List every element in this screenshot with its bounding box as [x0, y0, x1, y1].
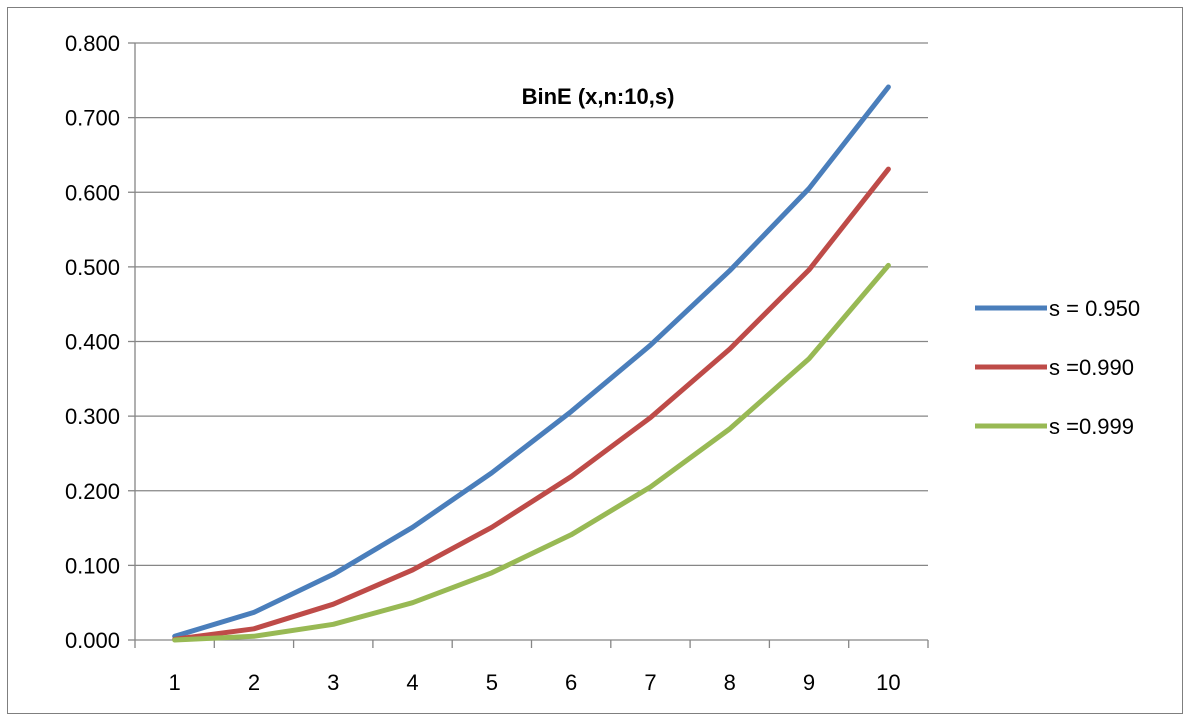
series-line-3	[172, 262, 891, 643]
y-tick-label: 0.000	[65, 628, 120, 653]
series-line-2	[172, 166, 891, 642]
gridlines	[135, 42, 928, 567]
x-tick-label: 2	[248, 670, 260, 695]
y-tick-label: 0.400	[65, 330, 120, 355]
x-tick-label: 9	[803, 670, 815, 695]
x-tick-label: 5	[486, 670, 498, 695]
series-line-1	[172, 84, 891, 639]
x-tick-label: 4	[406, 670, 418, 695]
x-tick-label: 7	[644, 670, 656, 695]
chart-frame	[7, 7, 1183, 714]
legend-label: s =0.999	[1049, 414, 1134, 439]
legend-label: s =0.990	[1049, 355, 1134, 380]
y-tick-label: 0.300	[65, 404, 120, 429]
chart-title: BinE (x,n:10,s)	[522, 84, 675, 109]
y-tick-label: 0.800	[65, 31, 120, 56]
y-tick-label: 0.700	[65, 106, 120, 131]
legend: s = 0.950 s =0.990 s =0.999	[975, 296, 1140, 439]
x-tick-label: 3	[327, 670, 339, 695]
y-tick-label: 0.200	[65, 479, 120, 504]
y-tick-label: 0.500	[65, 255, 120, 280]
axes: 0.000 0.100 0.200 0.300 0.400 0.500 0.600 0.700…	[65, 31, 929, 695]
y-tick-label: 0.600	[65, 180, 120, 205]
x-tick-label: 10	[876, 670, 900, 695]
x-tick-label: 6	[565, 670, 577, 695]
legend-label: s = 0.950	[1049, 296, 1140, 321]
x-tick-label: 1	[169, 670, 181, 695]
x-tick-label: 8	[724, 670, 736, 695]
y-tick-label: 0.100	[65, 553, 120, 578]
series-lines	[172, 84, 891, 643]
